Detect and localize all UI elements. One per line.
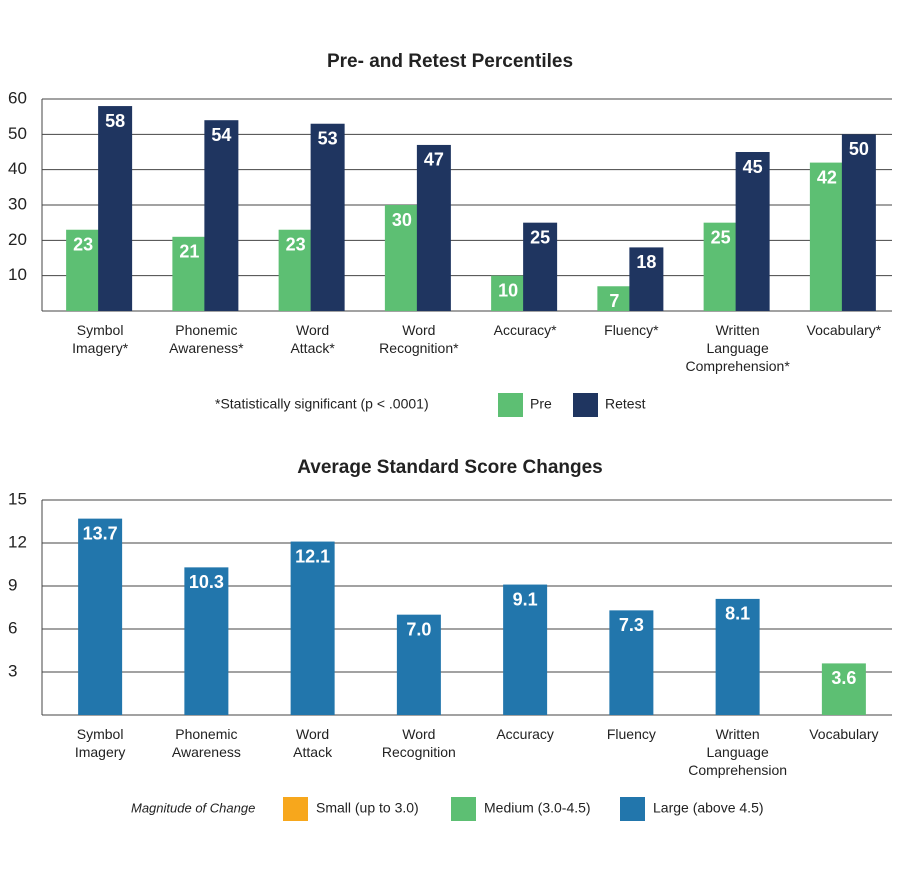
data-label: 50 [849, 139, 869, 159]
y-tick-label: 15 [8, 489, 27, 508]
y-tick-label: 10 [8, 265, 27, 284]
x-tick-label: Fluency [606, 726, 656, 742]
x-tick-label: Word Recognition [381, 726, 456, 760]
data-label: 25 [711, 227, 731, 247]
bar [715, 598, 760, 715]
bar [310, 123, 345, 311]
x-tick-label: Symbol Imagery [74, 726, 126, 760]
x-tick-label: Word Recognition* [379, 322, 459, 356]
legend-label: Retest [605, 396, 646, 412]
y-tick-label: 50 [8, 124, 27, 143]
bar [78, 518, 123, 715]
legend-swatch [573, 393, 598, 417]
legend-label: Medium (3.0-4.5) [484, 800, 591, 816]
bar [98, 106, 133, 311]
data-label: 10.3 [189, 572, 224, 592]
x-tick-label: Written Language Comprehension [688, 726, 788, 778]
data-label: 7.0 [406, 619, 431, 639]
data-label: 25 [530, 227, 550, 247]
data-label: 47 [424, 150, 444, 170]
data-label: 45 [743, 157, 763, 177]
data-label: 23 [286, 234, 306, 254]
data-label: 7.3 [619, 615, 644, 635]
y-tick-label: 12 [8, 532, 27, 551]
x-tick-label: Vocabulary [809, 726, 879, 742]
x-tick-label: Accuracy [496, 726, 554, 742]
bar [416, 144, 451, 311]
data-label: 42 [817, 167, 837, 187]
x-tick-label: Vocabulary* [806, 322, 882, 338]
data-label: 7 [609, 291, 619, 311]
data-label: 12.1 [295, 546, 330, 566]
bar [172, 236, 207, 311]
bar [503, 584, 548, 715]
legend-label: Pre [530, 396, 552, 412]
bar [609, 610, 654, 715]
bar [597, 286, 632, 311]
data-label: 58 [105, 111, 125, 131]
bar [629, 247, 664, 311]
data-label: 3.6 [831, 668, 856, 688]
y-tick-label: 20 [8, 230, 27, 249]
legend-swatch [498, 393, 523, 417]
x-tick-label: Fluency* [604, 322, 659, 338]
bar [184, 567, 229, 715]
legend-label: Large (above 4.5) [653, 800, 764, 816]
bar [703, 222, 738, 311]
data-label: 53 [318, 128, 338, 148]
y-tick-label: 30 [8, 194, 27, 213]
data-label: 18 [636, 252, 656, 272]
chart-title: Average Standard Score Changes [297, 457, 603, 478]
y-tick-label: 9 [8, 575, 17, 594]
data-label: 13.7 [83, 523, 118, 543]
y-tick-label: 40 [8, 159, 27, 178]
x-tick-label: Symbol Imagery* [72, 322, 129, 356]
legend-swatch [451, 797, 476, 821]
y-tick-label: 3 [8, 661, 17, 680]
bar [735, 152, 770, 311]
bar [290, 541, 335, 715]
data-label: 10 [498, 280, 518, 300]
chart-title: Pre- and Retest Percentiles [327, 51, 573, 72]
bar [491, 275, 526, 311]
x-tick-label: Accuracy* [493, 322, 557, 338]
legend-swatch [283, 797, 308, 821]
data-label: 21 [179, 242, 199, 262]
data-label: 9.1 [513, 589, 538, 609]
bar [396, 614, 441, 715]
bar [809, 162, 844, 311]
legend-label: Small (up to 3.0) [316, 800, 419, 816]
bar [278, 229, 313, 311]
x-tick-label: Written Language Comprehension* [685, 322, 790, 374]
footnote: *Statistically significant (p < .0001) [215, 396, 429, 412]
legend-swatch [620, 797, 645, 821]
bar [821, 663, 866, 715]
bar [841, 134, 876, 311]
bar [66, 229, 101, 311]
y-tick-label: 60 [8, 88, 27, 107]
x-tick-label: Phonemic Awareness [171, 726, 241, 760]
bar [384, 205, 419, 311]
x-tick-label: Phonemic Awareness* [169, 322, 244, 356]
data-label: 23 [73, 234, 93, 254]
data-label: 8.1 [725, 604, 750, 624]
data-label: 30 [392, 210, 412, 230]
bar [523, 222, 558, 311]
y-tick-label: 6 [8, 618, 17, 637]
x-tick-label: Word Attack* [290, 322, 335, 356]
legend-title: Magnitude of Change [131, 800, 255, 815]
x-tick-label: Word Attack [293, 726, 333, 760]
data-label: 54 [211, 125, 231, 145]
bar [204, 120, 239, 311]
